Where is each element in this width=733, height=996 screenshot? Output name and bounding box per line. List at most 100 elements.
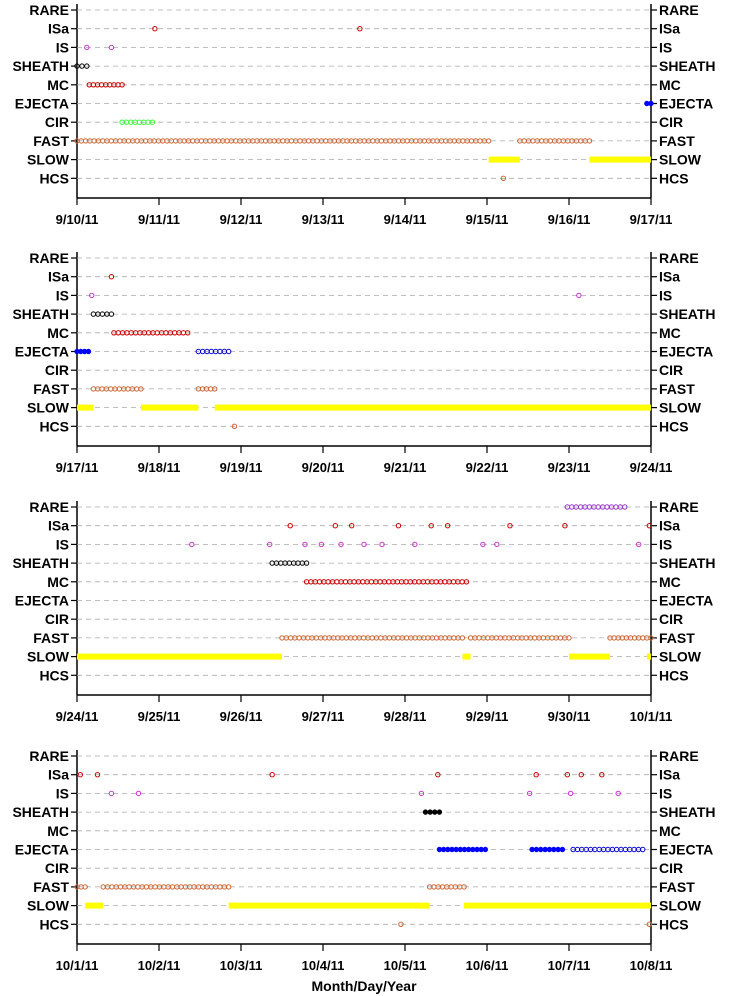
x-tick-label: 9/24/11 (630, 460, 673, 475)
marker-fast (549, 635, 555, 641)
x-tick-label: 9/21/11 (384, 460, 427, 475)
marker-fast (378, 138, 385, 144)
marker-is (302, 541, 308, 548)
y-label-right-ejecta: EJECTA (659, 96, 713, 112)
marker-fast (207, 138, 213, 144)
y-label-right-fast: FAST (659, 381, 695, 397)
x-tick-label: 9/18/11 (138, 460, 181, 475)
y-label-right-isa: ISa (659, 767, 680, 783)
y-label-right-slow: SLOW (659, 152, 702, 168)
y-label-right-rare: RARE (659, 499, 699, 515)
marker-is (89, 292, 95, 299)
y-label-left-fast: FAST (33, 133, 69, 149)
marker-isa (599, 772, 605, 778)
marker-ejecta (85, 348, 92, 355)
y-label-left-fast: FAST (33, 381, 69, 397)
x-tick-label: 9/22/11 (466, 460, 509, 475)
marker-isa (564, 772, 571, 778)
marker-fast (107, 386, 114, 392)
y-label-left-slow: SLOW (27, 898, 70, 914)
marker-isa (395, 523, 402, 529)
y-label-right-hcs: HCS (659, 418, 689, 434)
marker-hcs (500, 175, 507, 182)
y-label-left-fast: FAST (33, 630, 69, 646)
y-label-left-ejecta: EJECTA (15, 96, 69, 112)
y-label-right-mc: MC (659, 823, 681, 839)
marker-is (108, 44, 115, 51)
marker-fast (648, 635, 654, 641)
y-label-left-hcs: HCS (39, 170, 69, 186)
x-tick-label: 9/11/11 (138, 212, 180, 227)
marker-isa (444, 523, 451, 529)
y-label-right-is: IS (659, 785, 672, 801)
y-label-left-cir: CIR (45, 362, 69, 378)
span-slow (646, 653, 651, 660)
y-label-right-slow: SLOW (659, 898, 702, 914)
x-tick-label: 9/27/11 (302, 709, 345, 724)
y-label-right-slow: SLOW (659, 649, 702, 665)
marker-mc (119, 82, 125, 88)
y-label-left-mc: MC (47, 574, 69, 590)
marker-is (494, 541, 500, 548)
y-label-right-ejecta: EJECTA (659, 344, 713, 360)
marker-fast (566, 635, 572, 641)
y-label-left-cir: CIR (45, 860, 69, 876)
marker-sheath (74, 63, 80, 69)
y-label-left-ejecta: EJECTA (15, 842, 69, 858)
marker-fast (99, 386, 105, 392)
marker-fast (226, 884, 232, 890)
y-label-left-is: IS (56, 785, 69, 801)
marker-sheath (422, 809, 429, 815)
y-label-right-fast: FAST (659, 879, 695, 895)
marker-fast (378, 635, 384, 641)
span-slow (228, 902, 430, 909)
y-label-left-ejecta: EJECTA (15, 344, 69, 360)
marker-mc (180, 330, 187, 336)
marker-cir (149, 119, 156, 125)
x-tick-label: 9/16/11 (548, 212, 591, 227)
marker-ejecta (482, 846, 489, 853)
marker-mc (360, 579, 366, 585)
x-tick-label: 9/28/11 (384, 709, 427, 724)
span-slow (77, 653, 282, 660)
y-label-left-fast: FAST (33, 879, 69, 895)
marker-fast (135, 884, 141, 890)
y-label-right-fast: FAST (659, 630, 695, 646)
marker-is (412, 541, 418, 548)
y-label-right-mc: MC (659, 77, 681, 93)
x-axis-title: Month/Day/Year (311, 978, 417, 994)
x-tick-label: 9/17/11 (630, 212, 673, 227)
marker-rare (622, 504, 628, 510)
marker-isa (77, 772, 83, 778)
marker-fast (198, 138, 205, 144)
y-label-right-cir: CIR (659, 860, 683, 876)
y-label-right-hcs: HCS (659, 170, 689, 186)
marker-sheath (99, 311, 106, 317)
y-label-left-slow: SLOW (27, 649, 70, 665)
x-tick-label: 9/14/11 (384, 212, 427, 227)
x-tick-label: 9/25/11 (138, 709, 181, 724)
y-label-left-isa: ISa (48, 767, 69, 783)
y-label-left-isa: ISa (48, 518, 69, 534)
x-tick-label: 9/13/11 (302, 212, 345, 227)
marker-isa (152, 26, 158, 32)
marker-is (135, 790, 142, 797)
marker-isa (435, 772, 441, 778)
y-label-right-cir: CIR (659, 114, 683, 130)
x-tick-label: 10/3/11 (220, 958, 263, 973)
marker-isa (349, 523, 355, 529)
marker-is (636, 541, 642, 548)
marker-is (576, 292, 582, 299)
x-tick-label: 9/24/11 (56, 709, 99, 724)
y-label-right-isa: ISa (659, 269, 680, 285)
x-tick-label: 10/4/11 (302, 958, 345, 973)
marker-fast (459, 635, 466, 641)
marker-fast (305, 138, 312, 144)
marker-is (361, 541, 367, 548)
marker-isa (507, 523, 513, 529)
x-tick-label: 10/8/11 (630, 958, 673, 973)
x-tick-label: 9/15/11 (466, 212, 509, 227)
marker-hcs (398, 921, 404, 927)
panel-1: RARE RARE ISa ISa IS IS SHEATH SHEATH MC MC EJECTA… (12, 2, 715, 227)
y-label-right-cir: CIR (659, 611, 683, 627)
